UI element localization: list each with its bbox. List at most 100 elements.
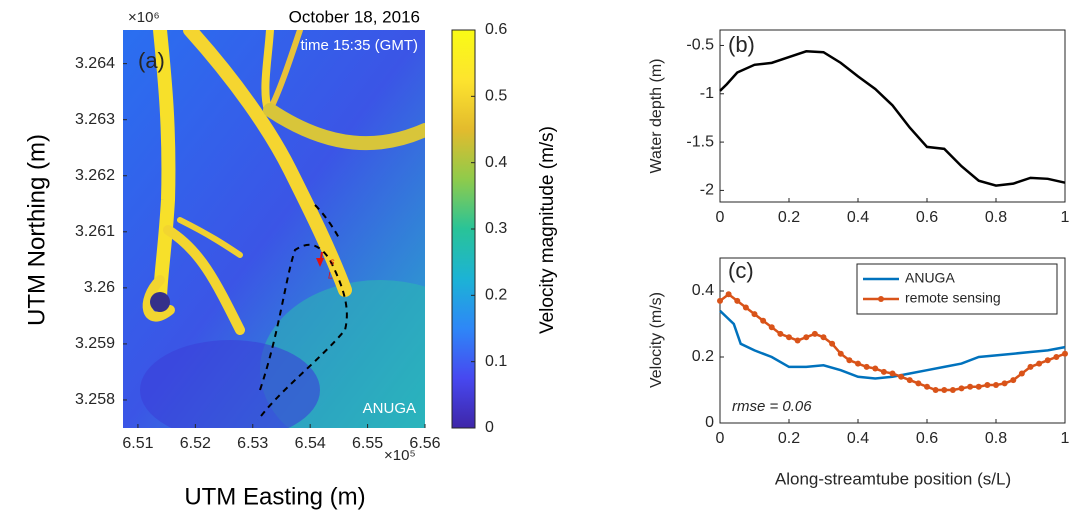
data-point — [751, 311, 758, 318]
y-tick-label: 0.4 — [692, 282, 714, 299]
y-tick-label: 3.263 — [75, 111, 115, 128]
panel-label: (b) — [728, 32, 755, 57]
data-point — [975, 383, 982, 390]
y-tick-label: 3.262 — [75, 167, 115, 184]
data-point — [846, 357, 853, 364]
panel-label: (a) — [138, 48, 165, 73]
y-axis-label: Water depth (m) — [648, 59, 665, 174]
data-point — [717, 297, 723, 304]
data-point — [872, 365, 879, 372]
colorbar-tick-label: 0.1 — [485, 353, 507, 370]
colorbar-tick-label: 0.6 — [485, 21, 507, 38]
x-tick-label: 1 — [1061, 209, 1070, 226]
colorbar-tick-label: 0.3 — [485, 220, 507, 237]
y-tick-label: 3.258 — [75, 391, 115, 408]
data-point — [984, 382, 991, 389]
data-point — [958, 385, 965, 392]
colorbar-tick-label: 0.4 — [485, 154, 507, 171]
x-axis-label: UTM Easting (m) — [184, 483, 365, 510]
data-point — [820, 334, 827, 341]
x-tick-label: 6.55 — [352, 435, 383, 452]
plot-frame — [719, 29, 1066, 203]
data-point — [941, 387, 948, 393]
x-tick-label: 0.8 — [985, 430, 1007, 447]
x-multiplier: ×10⁵ — [384, 447, 416, 464]
y-tick-label: -2 — [700, 182, 714, 199]
x-tick-label: 0.8 — [985, 209, 1007, 226]
map-image — [123, 30, 425, 428]
x-tick-label: 0.2 — [778, 209, 800, 226]
legend-box — [856, 263, 1058, 315]
x-tick-label: 6.51 — [122, 435, 153, 452]
x-tick-label: 6.52 — [180, 435, 211, 452]
y-tick-label: 0 — [705, 414, 714, 431]
colorbar-tick-label: 0 — [485, 419, 494, 436]
y-tick-label: 0.2 — [692, 348, 714, 365]
x-axis-label: Along-streamtube position (s/L) — [775, 469, 1011, 488]
model-label: ANUGA — [363, 400, 416, 417]
data-point — [1036, 360, 1043, 367]
x-tick-label: 0 — [716, 430, 725, 447]
map-subtitle: time 15:35 (GMT) — [300, 37, 418, 54]
data-point — [725, 291, 732, 298]
data-point — [1062, 350, 1068, 357]
x-tick-label: 0 — [716, 209, 725, 226]
map-title: October 18, 2016 — [289, 7, 420, 26]
data-point — [811, 330, 818, 337]
y-tick-label: 3.264 — [75, 55, 115, 72]
data-point — [889, 370, 896, 377]
legend-label: remote sensing — [905, 290, 1001, 306]
y-tick-label: 3.26 — [84, 279, 115, 296]
plot-frame — [719, 257, 1066, 424]
y-tick-label: -1.5 — [686, 133, 714, 150]
y-tick-label: -0.5 — [686, 37, 714, 54]
arrow-label: L — [328, 270, 333, 280]
y-axis-label: Velocity (m/s) — [648, 292, 665, 388]
data-point — [932, 387, 939, 393]
data-point — [777, 330, 784, 337]
data-point — [734, 297, 741, 304]
data-point — [1027, 363, 1034, 370]
colorbar-tick-label: 0.5 — [485, 88, 507, 105]
colorbar-tick-label: 0.2 — [485, 287, 507, 304]
x-tick-label: 6.53 — [237, 435, 268, 452]
data-point — [863, 363, 870, 370]
data-point — [786, 334, 792, 341]
data-point — [1018, 370, 1025, 377]
data-point — [915, 380, 922, 387]
data-point — [898, 373, 905, 380]
x-tick-label: 1 — [1061, 430, 1070, 447]
x-tick-label: 0.4 — [847, 209, 869, 226]
data-point — [967, 383, 974, 390]
data-point — [1044, 357, 1051, 364]
data-point — [906, 377, 913, 384]
x-tick-label: 6.56 — [409, 435, 440, 452]
y-tick-label: 3.261 — [75, 223, 115, 240]
x-tick-label: 0.4 — [847, 430, 869, 447]
data-point — [924, 383, 930, 390]
data-point — [1001, 380, 1008, 387]
panel-label: (c) — [728, 258, 754, 283]
colorbar-label: Velocity magnitude (m/s) — [537, 126, 558, 334]
x-tick-label: 0.2 — [778, 430, 800, 447]
data-point — [837, 350, 844, 357]
data-point — [1053, 354, 1060, 360]
legend-marker — [878, 296, 884, 302]
legend-label: ANUGA — [905, 270, 955, 286]
x-tick-label: 0.6 — [916, 430, 938, 447]
x-tick-label: 0.6 — [916, 209, 938, 226]
data-point — [829, 340, 836, 347]
data-line — [719, 309, 1066, 380]
data-line — [719, 49, 1066, 187]
data-point — [993, 382, 999, 389]
data-point — [794, 337, 801, 344]
data-point — [1010, 377, 1017, 384]
y-axis-label: UTM Northing (m) — [23, 134, 50, 326]
data-point — [803, 334, 810, 341]
y-tick-label: -1 — [700, 85, 714, 102]
data-point — [880, 368, 887, 375]
data-point — [742, 304, 749, 311]
y-tick-label: 3.259 — [75, 335, 115, 352]
y-multiplier: ×10⁶ — [128, 9, 160, 26]
